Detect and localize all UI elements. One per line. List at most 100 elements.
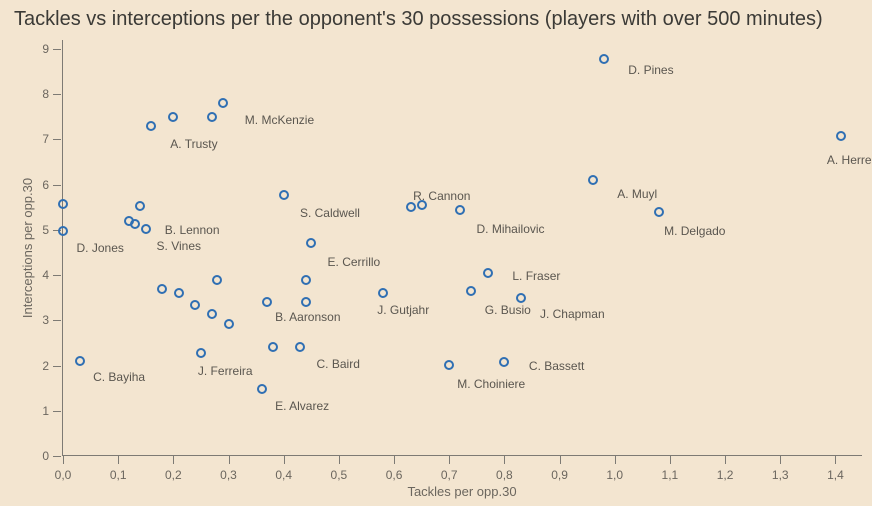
data-point xyxy=(262,297,272,307)
data-point xyxy=(207,112,217,122)
data-point xyxy=(406,202,416,212)
data-point-label: B. Aaronson xyxy=(275,310,340,324)
data-point xyxy=(295,342,305,352)
x-tick-label: 1,0 xyxy=(606,468,623,482)
data-point-label: D. Mihailovic xyxy=(477,222,545,236)
data-point xyxy=(417,200,427,210)
data-point xyxy=(207,309,217,319)
y-tick-label: 6 xyxy=(42,178,49,192)
x-tick-label: 0,4 xyxy=(275,468,292,482)
x-tick xyxy=(284,456,285,464)
y-tick-label: 9 xyxy=(42,42,49,56)
data-point-label: A. Muyl xyxy=(617,187,657,201)
data-point xyxy=(75,356,85,366)
data-point xyxy=(588,175,598,185)
data-point xyxy=(257,384,267,394)
x-tick-label: 1,4 xyxy=(827,468,844,482)
x-axis-label: Tackles per opp.30 xyxy=(407,484,516,499)
x-tick xyxy=(504,456,505,464)
x-tick-label: 0,8 xyxy=(496,468,513,482)
x-tick xyxy=(835,456,836,464)
y-tick xyxy=(53,411,61,412)
y-tick xyxy=(53,320,61,321)
y-tick-label: 4 xyxy=(42,268,49,282)
x-tick-label: 1,1 xyxy=(662,468,679,482)
data-point-label: L. Fraser xyxy=(512,269,560,283)
x-tick-label: 0,6 xyxy=(386,468,403,482)
data-point xyxy=(224,319,234,329)
data-point-label: G. Busio xyxy=(485,303,531,317)
data-point xyxy=(212,275,222,285)
data-point-label: B. Lennon xyxy=(165,223,220,237)
chart-title: Tackles vs interceptions per the opponen… xyxy=(14,8,823,31)
y-tick-label: 2 xyxy=(42,359,49,373)
data-point xyxy=(466,286,476,296)
x-tick-label: 0,2 xyxy=(165,468,182,482)
y-tick-label: 0 xyxy=(42,449,49,463)
y-tick xyxy=(53,456,61,457)
y-tick xyxy=(53,94,61,95)
x-tick-label: 1,2 xyxy=(717,468,734,482)
data-point-label: E. Alvarez xyxy=(275,399,329,413)
x-tick-label: 0,7 xyxy=(441,468,458,482)
data-point xyxy=(378,288,388,298)
data-point-label: M. Choiniere xyxy=(457,377,525,391)
data-point-label: A. Herrera xyxy=(827,153,872,167)
x-tick-label: 0,0 xyxy=(55,468,72,482)
y-tick xyxy=(53,185,61,186)
x-tick-label: 0,3 xyxy=(220,468,237,482)
data-point xyxy=(444,360,454,370)
x-tick xyxy=(394,456,395,464)
x-tick xyxy=(780,456,781,464)
data-point xyxy=(135,201,145,211)
data-point-label: S. Vines xyxy=(157,239,201,253)
data-point-label: S. Caldwell xyxy=(300,206,360,220)
data-point xyxy=(301,297,311,307)
data-point-label: J. Ferreira xyxy=(198,364,253,378)
x-tick xyxy=(615,456,616,464)
y-tick xyxy=(53,366,61,367)
data-point-label: C. Bayiha xyxy=(93,370,145,384)
data-point xyxy=(141,224,151,234)
data-point xyxy=(130,219,140,229)
data-point-label: M. McKenzie xyxy=(245,113,314,127)
data-point-label: D. Pines xyxy=(628,63,673,77)
y-tick xyxy=(53,139,61,140)
x-tick-label: 1,3 xyxy=(772,468,789,482)
data-point xyxy=(654,207,664,217)
x-tick xyxy=(229,456,230,464)
data-point xyxy=(483,268,493,278)
data-point xyxy=(599,54,609,64)
data-point xyxy=(218,98,228,108)
x-tick xyxy=(560,456,561,464)
data-point xyxy=(499,357,509,367)
data-point xyxy=(516,293,526,303)
x-tick xyxy=(118,456,119,464)
x-tick-label: 0,1 xyxy=(110,468,127,482)
x-tick-label: 0,5 xyxy=(331,468,348,482)
data-point-label: J. Chapman xyxy=(540,307,605,321)
data-point xyxy=(836,131,846,141)
data-point xyxy=(279,190,289,200)
data-point xyxy=(301,275,311,285)
y-tick-label: 8 xyxy=(42,87,49,101)
x-tick xyxy=(449,456,450,464)
x-tick xyxy=(725,456,726,464)
data-point xyxy=(196,348,206,358)
y-tick xyxy=(53,49,61,50)
data-point xyxy=(190,300,200,310)
data-point xyxy=(58,199,68,209)
y-tick-label: 3 xyxy=(42,313,49,327)
y-tick xyxy=(53,275,61,276)
data-point xyxy=(306,238,316,248)
x-tick-label: 0,9 xyxy=(551,468,568,482)
data-point xyxy=(168,112,178,122)
x-tick xyxy=(339,456,340,464)
y-tick-label: 5 xyxy=(42,223,49,237)
scatter-chart: Tackles vs interceptions per the opponen… xyxy=(0,0,872,506)
x-tick xyxy=(63,456,64,464)
data-point-label: J. Gutjahr xyxy=(377,303,429,317)
data-point-label: A. Trusty xyxy=(170,137,217,151)
data-point-label: M. Delgado xyxy=(664,224,725,238)
data-point xyxy=(268,342,278,352)
